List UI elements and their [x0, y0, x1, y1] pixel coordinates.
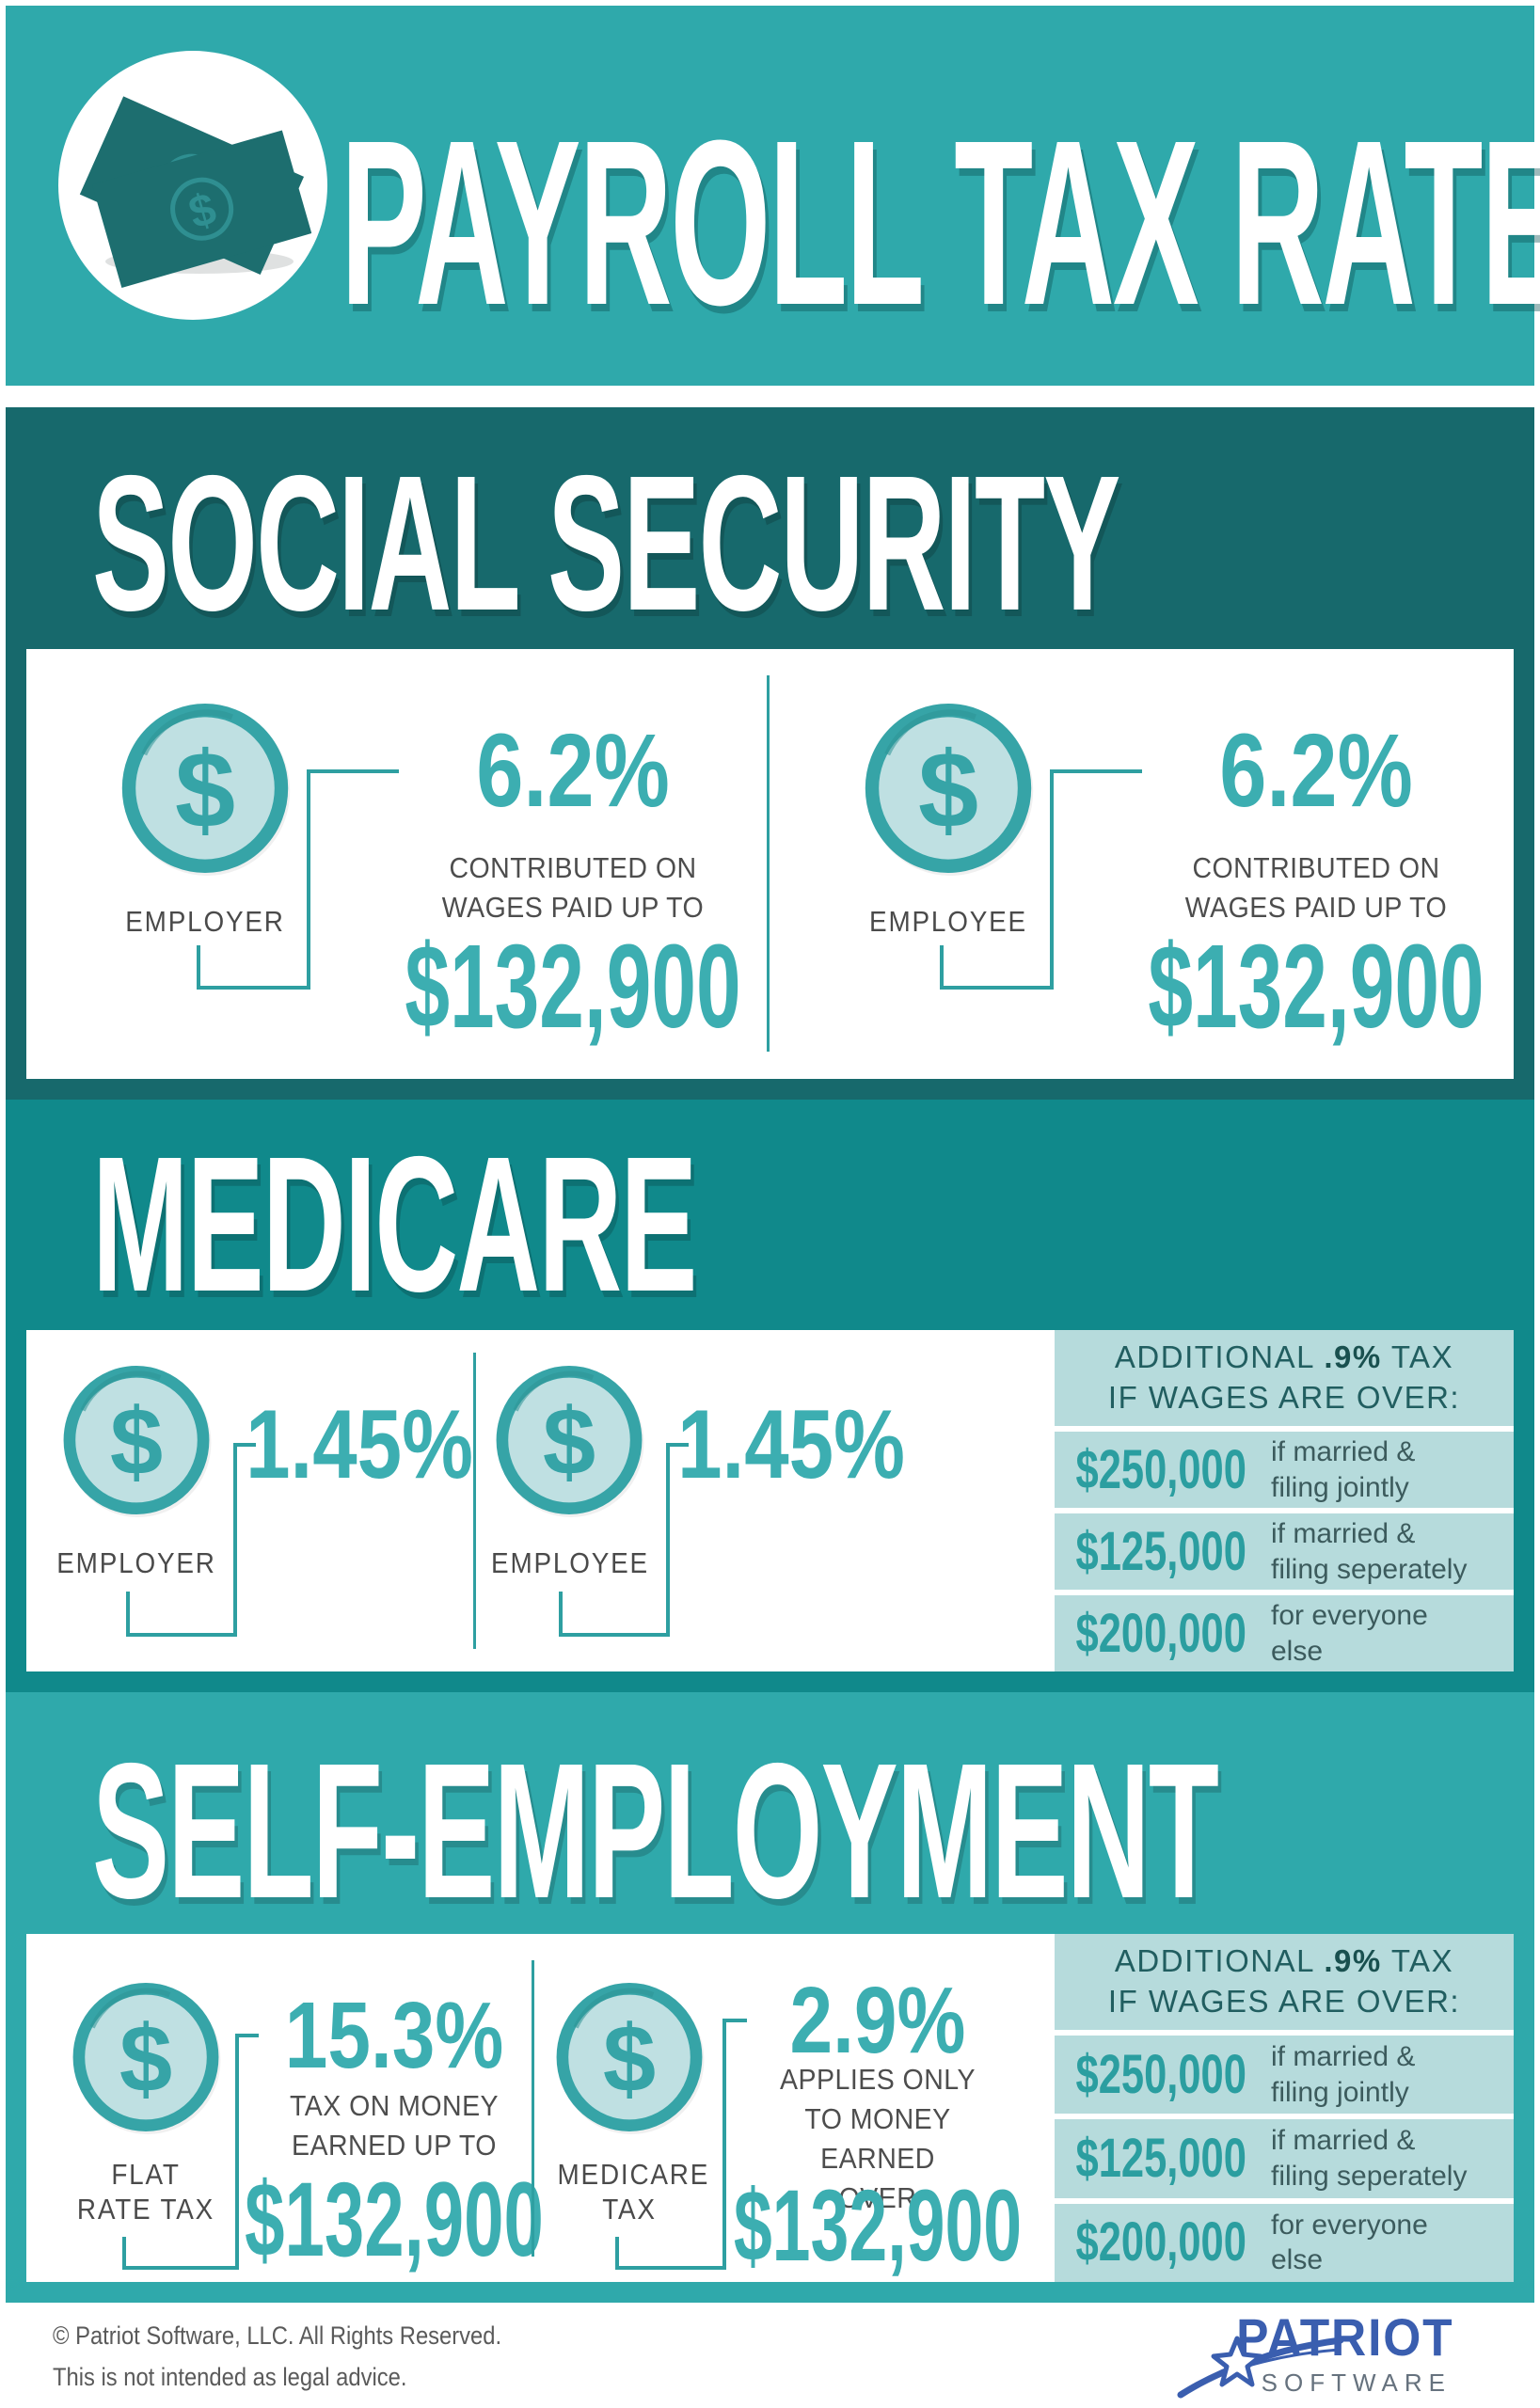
section-social-security: SOCIAL SECURITY $ EMPLOYER 6.2% CONTRIBU…: [6, 407, 1534, 1100]
employer-label: EMPLOYER: [125, 905, 285, 938]
ss-employer-wage-cap: $132,900: [405, 920, 741, 1053]
connector-line: [940, 769, 1142, 990]
employer-label: EMPLOYER: [56, 1546, 216, 1579]
threshold-amount: $125,000: [1075, 1520, 1246, 1582]
medicare-tax-description: APPLIES ONLY TO MONEY EARNED OVER: [780, 2063, 976, 2214]
heading-text: ADDITIONAL: [1114, 1943, 1314, 1979]
patriot-software-logo: PATRIOT SOFTWARE: [1177, 2306, 1453, 2400]
heading-text: TAX: [1390, 1339, 1454, 1375]
connector-line: [559, 1443, 689, 1637]
section-title: SELF-EMPLOYMENT: [92, 1723, 1219, 1939]
medicare-tax-rate: 2.9%: [789, 1968, 966, 2073]
connector-line: [126, 1443, 256, 1637]
dollar-coin-icon: $: [72, 1983, 219, 2131]
section-medicare: MEDICARE $ EMPLOYER 1.45%: [6, 1100, 1534, 1692]
threshold-condition: if married & filing jointly: [1271, 1436, 1416, 1503]
threshold-amount: $250,000: [1075, 2043, 1246, 2105]
flat-rate-wage-cap: $132,900: [245, 2161, 544, 2278]
medicare-employer-panel: $ EMPLOYER 1.45%: [26, 1330, 473, 1671]
social-security-card: $ EMPLOYER 6.2% CONTRIBUTED ON WAGES PAI…: [26, 649, 1514, 1079]
medicare-tax-threshold: $132,900: [733, 2168, 1023, 2282]
self-employment-card: $ FLAT RATE TAX 15.3% TAX ON MONEY EARNE…: [26, 1934, 1514, 2282]
dollar-coin-icon: $: [556, 1983, 703, 2131]
flat-rate-description: TAX ON MONEY EARNED UP TO: [289, 2089, 500, 2162]
header: $ $ PAYROLL TAX RATE: [6, 6, 1540, 386]
svg-text:$: $: [175, 730, 235, 850]
flat-rate-panel: $ FLAT RATE TAX 15.3% TAX ON MONEY EARNE…: [26, 1934, 544, 2282]
page-title: PAYROLL TAX RATE: [341, 91, 1540, 354]
threshold-condition: if married & filing seperately: [1271, 2125, 1468, 2192]
heading-text: IF WAGES ARE OVER:: [1107, 1984, 1461, 2019]
self-employment-additional-tax-box: ADDITIONAL .9% TAX IF WAGES ARE OVER: $2…: [1055, 1934, 1514, 2282]
heading-text: TAX: [1390, 1943, 1454, 1979]
medicare-tax-label: MEDICARE TAX: [557, 2158, 710, 2226]
threshold-condition: if married & filing jointly: [1271, 2041, 1416, 2108]
vertical-divider: [532, 1960, 534, 2257]
section-self-employment: SELF-EMPLOYMENT $ FLAT RATE TAX 15.3% TA…: [6, 1692, 1534, 2303]
additional-tax-heading: ADDITIONAL .9% TAX IF WAGES ARE OVER:: [1055, 1330, 1514, 1426]
ss-employer-rate: 6.2%: [476, 713, 670, 829]
threshold-row: $200,000 for everyone else: [1055, 1590, 1514, 1671]
dollar-coin-icon: $: [121, 704, 289, 873]
employee-label: EMPLOYEE: [869, 905, 1027, 938]
threshold-row: $125,000 if married & filing seperately: [1055, 2114, 1514, 2198]
copyright-text: © Patriot Software, LLC. All Rights Rese…: [53, 2321, 502, 2350]
threshold-amount: $125,000: [1075, 2127, 1246, 2189]
threshold-condition: for everyone else: [1271, 1600, 1428, 1667]
threshold-row: $250,000 if married & filing jointly: [1055, 1426, 1514, 1508]
footer: © Patriot Software, LLC. All Rights Rese…: [6, 2303, 1534, 2402]
section-title: SOCIAL SECURITY: [92, 436, 1120, 651]
connector-line: [122, 2034, 259, 2270]
threshold-condition: if married & filing seperately: [1271, 1518, 1468, 1585]
divider: [6, 386, 1534, 407]
svg-text:$: $: [119, 2005, 172, 2112]
connector-line: [615, 2019, 747, 2270]
threshold-row: $125,000 if married & filing seperately: [1055, 1508, 1514, 1590]
vertical-divider: [473, 1353, 476, 1649]
threshold-row: $200,000 for everyone else: [1055, 2197, 1514, 2282]
threshold-amount: $250,000: [1075, 1438, 1246, 1500]
ss-employer-panel: $ EMPLOYER 6.2% CONTRIBUTED ON WAGES PAI…: [26, 649, 767, 1079]
dollar-coin-icon: $: [63, 1366, 210, 1514]
svg-text:$: $: [603, 2005, 656, 2112]
medicare-employee-panel: $ EMPLOYEE 1.45%: [476, 1330, 1031, 1671]
heading-text: ADDITIONAL: [1114, 1339, 1314, 1375]
flat-rate-rate: 15.3%: [284, 1983, 504, 2088]
disclaimer-text: This is not intended as legal advice.: [53, 2363, 407, 2391]
additional-tax-heading: ADDITIONAL .9% TAX IF WAGES ARE OVER:: [1055, 1934, 1514, 2030]
connector-line: [197, 769, 399, 990]
vertical-divider: [767, 675, 770, 1052]
ss-employee-rate: 6.2%: [1219, 713, 1413, 829]
flat-rate-label: FLAT RATE TAX: [76, 2158, 215, 2226]
threshold-row: $250,000 if married & filing jointly: [1055, 2030, 1514, 2115]
medicare-employer-rate: 1.45%: [246, 1390, 473, 1499]
ss-employee-description: CONTRIBUTED ON WAGES PAID UP TO: [1184, 851, 1448, 924]
ss-employer-description: CONTRIBUTED ON WAGES PAID UP TO: [441, 851, 705, 924]
heading-rate: .9%: [1324, 1339, 1382, 1375]
medicare-additional-tax-box: ADDITIONAL .9% TAX IF WAGES ARE OVER: $2…: [1055, 1330, 1514, 1671]
logo-secondary-text: SOFTWARE: [1261, 2368, 1452, 2397]
svg-text:$: $: [110, 1388, 163, 1495]
threshold-condition: for everyone else: [1271, 2209, 1428, 2276]
section-title: MEDICARE: [92, 1117, 697, 1332]
medicare-tax-panel: $ MEDICARE TAX 2.9% APPLIES ONLY TO MONE…: [534, 1934, 1028, 2282]
medicare-card: $ EMPLOYER 1.45% $ EMPLOYEE 1.45%: [26, 1330, 1514, 1671]
money-bills-icon: $ $: [58, 51, 327, 320]
ss-employee-wage-cap: $132,900: [1148, 920, 1484, 1053]
employee-label: EMPLOYEE: [491, 1546, 649, 1579]
heading-rate: .9%: [1324, 1943, 1382, 1979]
threshold-amount: $200,000: [1075, 1602, 1246, 1664]
medicare-employee-rate: 1.45%: [677, 1390, 905, 1499]
svg-text:$: $: [918, 730, 978, 850]
threshold-amount: $200,000: [1075, 2211, 1246, 2273]
ss-employee-panel: $ EMPLOYEE 6.2% CONTRIBUTED ON WAGES PAI…: [770, 649, 1514, 1079]
patriot-star-icon: [1177, 2336, 1344, 2399]
dollar-coin-icon: $: [496, 1366, 643, 1514]
svg-text:$: $: [543, 1388, 595, 1495]
heading-text: IF WAGES ARE OVER:: [1107, 1380, 1461, 1415]
dollar-coin-icon: $: [865, 704, 1032, 873]
